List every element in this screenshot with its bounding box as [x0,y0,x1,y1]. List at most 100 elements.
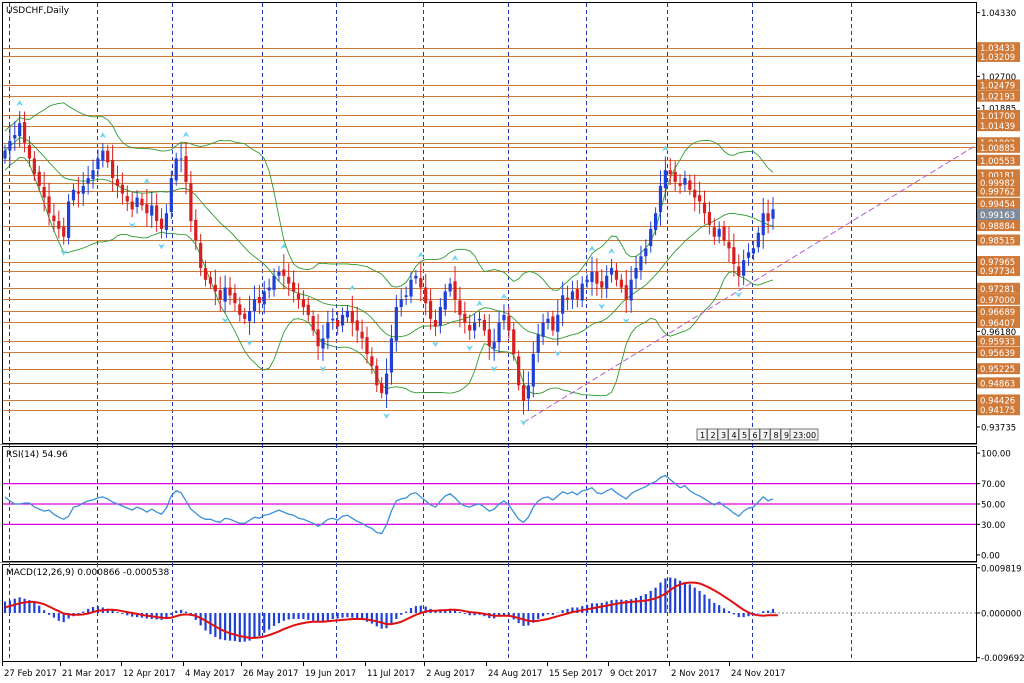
candle-body [296,293,301,300]
fractal-down-icon [598,303,606,310]
level-price-tag [977,316,1020,328]
macd-axis-label: 0.000000 [981,610,1022,620]
candle-body [66,201,71,238]
level-price-tag [977,141,1020,153]
candle-body [184,156,188,182]
level-price-tag [977,50,1020,62]
bollinger-mid [4,137,774,340]
period-separator-label: 3 [721,431,726,440]
candle-body [370,356,374,366]
level-price-label: 1.03433 [980,44,1015,54]
candle-body [737,266,741,276]
candle-body [453,281,457,300]
fractal-up-icon [608,247,616,254]
level-price-tag [977,177,1020,189]
period-separator-label: 5 [742,431,747,440]
candle-body [355,320,359,331]
time-axis: 27 Feb 2017 21 Mar 2017 12 Apr 2017 4 May 2… [2,662,785,679]
fractal-up-icon [417,251,425,258]
candle-body [101,150,105,161]
candle-body [561,295,565,314]
fractal-up-icon [475,300,483,307]
fractal-up-icon [16,100,24,107]
fractal-up-icon [348,284,356,291]
candle-body [360,331,364,339]
price-axis-label: 0.93735 [981,423,1016,433]
period-separator-cell [759,428,771,441]
candle-body [732,247,736,265]
candle-body [585,279,589,283]
candle-body [551,316,555,331]
main-price-pane[interactable] [2,2,977,444]
fractal-down-icon [490,365,498,372]
time-axis-label: 9 Oct 2017 [610,669,657,679]
candle-body [399,299,403,308]
candle-body [477,318,482,321]
fractal-up-icon [280,243,288,250]
fractal-down-icon [466,345,474,352]
rsi-indicator: 100.00 70.00 50.00 30.00 0.00 [3,450,1011,561]
candle-body [722,226,726,241]
level-price-tag [977,109,1020,121]
fractal-down-icon [735,291,743,298]
level-price-tag [977,220,1020,232]
price-axis-label: 1.02700 [981,73,1016,83]
fractal-down-icon [60,249,68,256]
macd-pane[interactable] [2,564,977,662]
candle-body [257,296,261,304]
level-price-label: 0.95639 [980,349,1015,359]
period-separator-label: 6 [753,431,758,440]
candle-body [238,304,242,315]
candle-body [394,307,398,341]
level-price-tag [977,305,1020,317]
rsi-pane[interactable] [2,446,977,562]
period-separator-cell [707,428,718,441]
candle-body [282,269,286,276]
period-separator-cell [728,428,739,441]
fractal-up-icon [451,255,459,262]
candle-body [570,291,575,300]
period-separator-label: 7 [763,431,768,440]
candle-body [580,283,584,301]
candle-body [653,213,658,231]
level-price-tag [977,335,1020,347]
level-price-tag [977,169,1020,181]
rsi-axis-label: 30.00 [981,521,1005,531]
time-axis-label: 2 Aug 2017 [426,669,475,679]
candle-body [761,213,765,236]
level-price-label: 0.99982 [980,179,1015,189]
level-price-label: 1.01439 [980,122,1015,132]
candle-body [164,213,169,231]
candle-body [42,187,46,198]
level-price-label: 1.00181 [980,171,1015,181]
level-price-label: 1.00553 [980,157,1015,167]
candle-body [565,297,570,300]
candle-body [756,232,760,248]
candle-body [115,179,120,186]
level-price-tag [977,197,1020,209]
level-price-tag [977,363,1020,375]
fractal-down-icon [319,365,327,372]
candle-body [336,319,340,327]
candle-body [71,189,76,201]
candle-body [120,184,125,194]
candle-body [663,170,667,189]
candle-body [306,304,310,315]
candle-body [8,140,12,151]
candle-body [556,314,560,332]
candle-body [365,337,369,355]
macd-indicator: 0.009819 0.000000 -0.009692 [3,564,1024,664]
time-axis-label: 24 Aug 2017 [488,669,542,679]
fractal-down-icon [246,339,254,346]
level-price-tag [977,293,1020,305]
rsi-line [4,474,774,535]
candle-body [605,275,609,289]
candle-body [473,322,477,331]
price-axis-label: 1.01885 [981,105,1016,115]
candle-body [277,271,281,276]
candle-body [448,283,452,292]
candle-body [106,150,110,163]
level-price-tag [977,154,1020,166]
candle-body [76,192,80,194]
